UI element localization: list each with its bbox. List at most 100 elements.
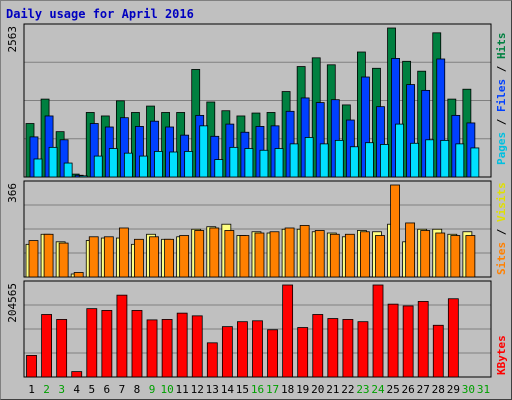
x-tick-label: 11 (176, 383, 189, 396)
bar-pages-day-27 (425, 139, 435, 178)
y-max-label: 366 (6, 183, 19, 203)
bar-sites-day-14 (224, 230, 235, 278)
bar-kbytes-day-21 (327, 318, 339, 378)
bar-sites-day-2 (43, 233, 54, 278)
x-tick-label: 23 (356, 383, 369, 396)
bar-kbytes-day-26 (402, 305, 414, 378)
x-tick-label: 29 (447, 383, 460, 396)
bar-sites-day-18 (284, 227, 295, 278)
x-tick-label: 10 (160, 383, 173, 396)
chart-title: Daily usage for April 2016 (6, 7, 194, 21)
bar-kbytes-day-20 (312, 314, 324, 378)
bar-pages-day-20 (319, 143, 329, 178)
bar-pages-day-15 (244, 148, 254, 178)
bar-pages-day-1 (33, 158, 43, 178)
x-tick-label: 16 (251, 383, 264, 396)
x-tick-label: 17 (266, 383, 279, 396)
legend-label: Files (495, 79, 508, 112)
bar-kbytes-day-2 (41, 314, 52, 378)
bar-kbytes-day-17 (267, 329, 278, 378)
bar-pages-day-17 (274, 148, 284, 178)
bar-sites-day-13 (209, 227, 220, 278)
bar-pages-day-25 (395, 123, 404, 178)
bar-pages-day-29 (455, 143, 465, 178)
bar-kbytes-day-12 (191, 315, 203, 378)
bar-sites-day-11 (179, 235, 190, 278)
bar-sites-day-4 (73, 272, 84, 278)
bar-kbytes-day-7 (116, 294, 128, 378)
bar-pages-day-28 (440, 139, 450, 178)
bar-kbytes-day-28 (432, 324, 444, 378)
bar-kbytes-day-13 (206, 342, 218, 378)
bar-kbytes-day-4 (71, 371, 83, 378)
y-max-label: 204565 (6, 283, 19, 323)
bar-sites-day-7 (118, 227, 129, 278)
bar-sites-day-20 (314, 230, 325, 278)
bar-pages-day-8 (139, 155, 148, 178)
bar-sites-day-19 (299, 225, 310, 278)
x-tick-label: 31 (477, 383, 490, 396)
x-tick-label: 28 (432, 383, 445, 396)
x-tick-label: 13 (206, 383, 219, 396)
bar-pages-day-5 (93, 155, 103, 178)
legend-label: / (495, 59, 508, 79)
bar-kbytes-day-11 (176, 312, 188, 378)
bar-sites-day-6 (103, 236, 114, 278)
x-tick-label: 18 (281, 383, 294, 396)
bar-pages-day-30 (470, 147, 480, 178)
bar-pages-day-18 (289, 143, 299, 178)
x-tick-label: 30 (462, 383, 475, 396)
bar-sites-day-30 (465, 235, 476, 278)
bar-pages-day-3 (63, 162, 73, 178)
bar-kbytes-day-14 (221, 326, 233, 378)
bar-pages-day-16 (259, 149, 269, 178)
bar-sites-day-5 (88, 236, 99, 278)
bar-pages-day-2 (48, 146, 58, 178)
legend-top-panel: Pages / Files / Hits (495, 33, 508, 166)
bar-sites-day-17 (269, 231, 280, 278)
x-tick-label: 8 (134, 383, 141, 396)
bar-kbytes-day-5 (86, 308, 98, 378)
x-tick-label: 26 (402, 383, 415, 396)
y-max-label: 2563 (6, 26, 19, 53)
bar-sites-day-16 (254, 232, 265, 278)
legend-label: KBytes (495, 335, 508, 375)
bar-sites-day-27 (420, 230, 431, 278)
bar-kbytes-day-23 (357, 321, 369, 378)
bar-kbytes-day-10 (161, 319, 173, 378)
legend-middle-panel: Sites / Visits (495, 182, 508, 275)
bar-kbytes-day-22 (342, 319, 354, 378)
bar-sites-day-26 (405, 222, 416, 278)
bar-pages-day-12 (199, 125, 209, 178)
bar-kbytes-day-15 (237, 321, 248, 378)
bar-sites-day-9 (149, 236, 159, 278)
legend-label: Sites (495, 242, 508, 275)
bar-sites-day-22 (344, 233, 355, 278)
legend-label: / (495, 112, 508, 132)
bar-pages-day-6 (108, 148, 118, 178)
x-tick-label: 2 (43, 383, 50, 396)
x-tick-label: 14 (221, 383, 235, 396)
x-tick-label: 4 (73, 383, 80, 396)
x-tick-label: 27 (417, 383, 430, 396)
bar-sites-day-1 (28, 240, 39, 278)
bar-pages-day-10 (169, 151, 178, 178)
legend-label: Hits (495, 33, 508, 60)
bar-pages-day-26 (410, 142, 420, 178)
bar-pages-day-11 (184, 151, 194, 178)
bar-sites-day-10 (164, 238, 174, 278)
bar-sites-day-21 (329, 233, 340, 278)
bar-sites-day-12 (194, 230, 205, 278)
x-tick-label: 21 (326, 383, 339, 396)
bar-kbytes-day-18 (282, 284, 294, 378)
bar-kbytes-day-25 (387, 303, 399, 378)
bar-pages-day-19 (304, 137, 314, 178)
bar-pages-day-14 (229, 146, 239, 178)
bar-pages-day-24 (380, 144, 389, 178)
bar-pages-day-7 (123, 152, 133, 178)
bar-pages-day-21 (334, 139, 344, 178)
x-tick-label: 25 (386, 383, 399, 396)
bar-pages-day-9 (154, 151, 163, 178)
legend-bottom-panel: KBytes (495, 335, 508, 375)
